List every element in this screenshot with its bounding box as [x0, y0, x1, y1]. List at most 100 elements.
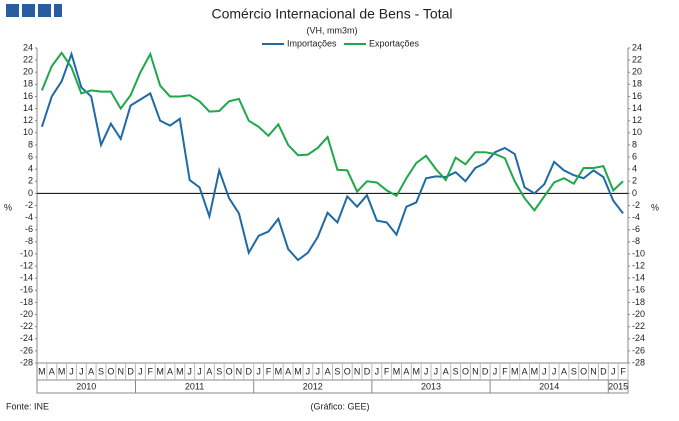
y2-tick-label: -14 — [632, 273, 645, 283]
y2-tick-label: 0 — [632, 188, 637, 198]
y2-tick-label: -18 — [632, 297, 645, 307]
y2-tick-label: -20 — [632, 309, 645, 319]
x-tick-label: S — [453, 366, 459, 376]
y2-tick-label: 12 — [632, 115, 642, 125]
y-tick-label: 14 — [23, 103, 33, 113]
logo-block — [6, 4, 19, 17]
x-tick-label: J — [69, 366, 74, 376]
y2-tick-label: 16 — [632, 91, 642, 101]
x-tick-label: M — [511, 366, 519, 376]
y-tick-label: -12 — [20, 260, 33, 270]
x-tick-label: D — [127, 366, 134, 376]
x-tick-label: J — [197, 366, 202, 376]
x-tick-label: N — [590, 366, 597, 376]
x-tick-label: J — [552, 366, 557, 376]
x-tick-label: S — [98, 366, 104, 376]
x-tick-label: A — [561, 366, 567, 376]
x-tick-label: F — [384, 366, 390, 376]
x-tick-label: S — [216, 366, 222, 376]
x-tick-label: J — [424, 366, 429, 376]
y2-tick-label: -16 — [632, 285, 645, 295]
source: Fonte: INE — [6, 401, 49, 411]
y-tick-label: 4 — [28, 164, 33, 174]
y2-tick-label: -24 — [632, 333, 645, 343]
year-label: 2014 — [539, 381, 559, 391]
x-tick-label: A — [403, 366, 409, 376]
x-tick-label: M — [176, 366, 184, 376]
chart-subtitle: (VH, mm3m) — [307, 25, 358, 35]
y-tick-label: -28 — [20, 357, 33, 367]
logo-block — [38, 4, 51, 17]
x-tick-label: F — [620, 366, 626, 376]
data-line — [40, 51, 624, 212]
x-tick-label: S — [571, 366, 577, 376]
y2-tick-label: -4 — [632, 212, 640, 222]
y-tick-label: -2 — [25, 200, 33, 210]
y-tick-label: -16 — [20, 285, 33, 295]
y-tick-label: 18 — [23, 79, 33, 89]
year-label: 2013 — [421, 381, 441, 391]
logo-block — [22, 4, 35, 17]
x-tick-label: O — [226, 366, 233, 376]
y-tick-label: -14 — [20, 273, 33, 283]
credit: (Gráfico: GEE) — [310, 401, 369, 411]
y2-tick-label: -22 — [632, 321, 645, 331]
y-tick-label: 22 — [23, 54, 33, 64]
x-tick-label: N — [117, 366, 124, 376]
x-tick-label: N — [472, 366, 479, 376]
y-tick-label: 2 — [28, 176, 33, 186]
year-label: 2015 — [608, 381, 628, 391]
y-axis-label: % — [4, 202, 12, 212]
y-tick-label: -24 — [20, 333, 33, 343]
x-tick-label: N — [354, 366, 361, 376]
x-tick-label: M — [412, 366, 420, 376]
x-tick-label: M — [275, 366, 283, 376]
y2-axis-label: % — [651, 202, 659, 212]
x-tick-label: O — [344, 366, 351, 376]
y2-tick-label: 14 — [632, 103, 642, 113]
x-tick-label: M — [38, 366, 46, 376]
x-tick-label: J — [256, 366, 261, 376]
x-tick-label: A — [285, 366, 291, 376]
x-tick-label: J — [138, 366, 143, 376]
y-tick-label: 24 — [23, 42, 33, 52]
x-tick-label: J — [611, 366, 616, 376]
legend-label: Importações — [287, 38, 337, 48]
x-tick-label: O — [580, 366, 587, 376]
x-tick-label: M — [531, 366, 539, 376]
x-tick-label: A — [325, 366, 331, 376]
y2-tick-label: -10 — [632, 248, 645, 258]
logo-block — [54, 4, 62, 17]
y-tick-label: 10 — [23, 127, 33, 137]
year-label: 2012 — [303, 381, 323, 391]
x-tick-label: A — [88, 366, 94, 376]
x-tick-label: J — [315, 366, 320, 376]
y2-tick-label: -28 — [632, 357, 645, 367]
x-tick-label: J — [375, 366, 380, 376]
year-label: 2011 — [185, 381, 204, 391]
y2-tick-label: 2 — [632, 176, 637, 186]
x-tick-label: J — [187, 366, 192, 376]
x-tick-label: J — [79, 366, 84, 376]
x-tick-label: F — [502, 366, 508, 376]
y2-tick-label: 8 — [632, 139, 637, 149]
x-tick-label: D — [246, 366, 253, 376]
y-tick-label: -10 — [20, 248, 33, 258]
y-tick-label: -26 — [20, 345, 33, 355]
y2-tick-label: -26 — [632, 345, 645, 355]
x-tick-label: F — [266, 366, 272, 376]
x-tick-label: M — [58, 366, 66, 376]
x-tick-label: J — [306, 366, 311, 376]
y-tick-label: 0 — [28, 188, 33, 198]
x-tick-label: M — [156, 366, 164, 376]
x-tick-label: A — [443, 366, 449, 376]
y-tick-label: -20 — [20, 309, 33, 319]
x-tick-label: D — [600, 366, 607, 376]
chart-title: Comércio Internacional de Bens - Total — [212, 6, 453, 22]
x-tick-label: D — [482, 366, 489, 376]
y2-tick-label: -6 — [632, 224, 640, 234]
y2-tick-label: -8 — [632, 236, 640, 246]
x-tick-label: A — [206, 366, 212, 376]
y2-tick-label: 22 — [632, 54, 642, 64]
y2-tick-label: 20 — [632, 67, 642, 77]
